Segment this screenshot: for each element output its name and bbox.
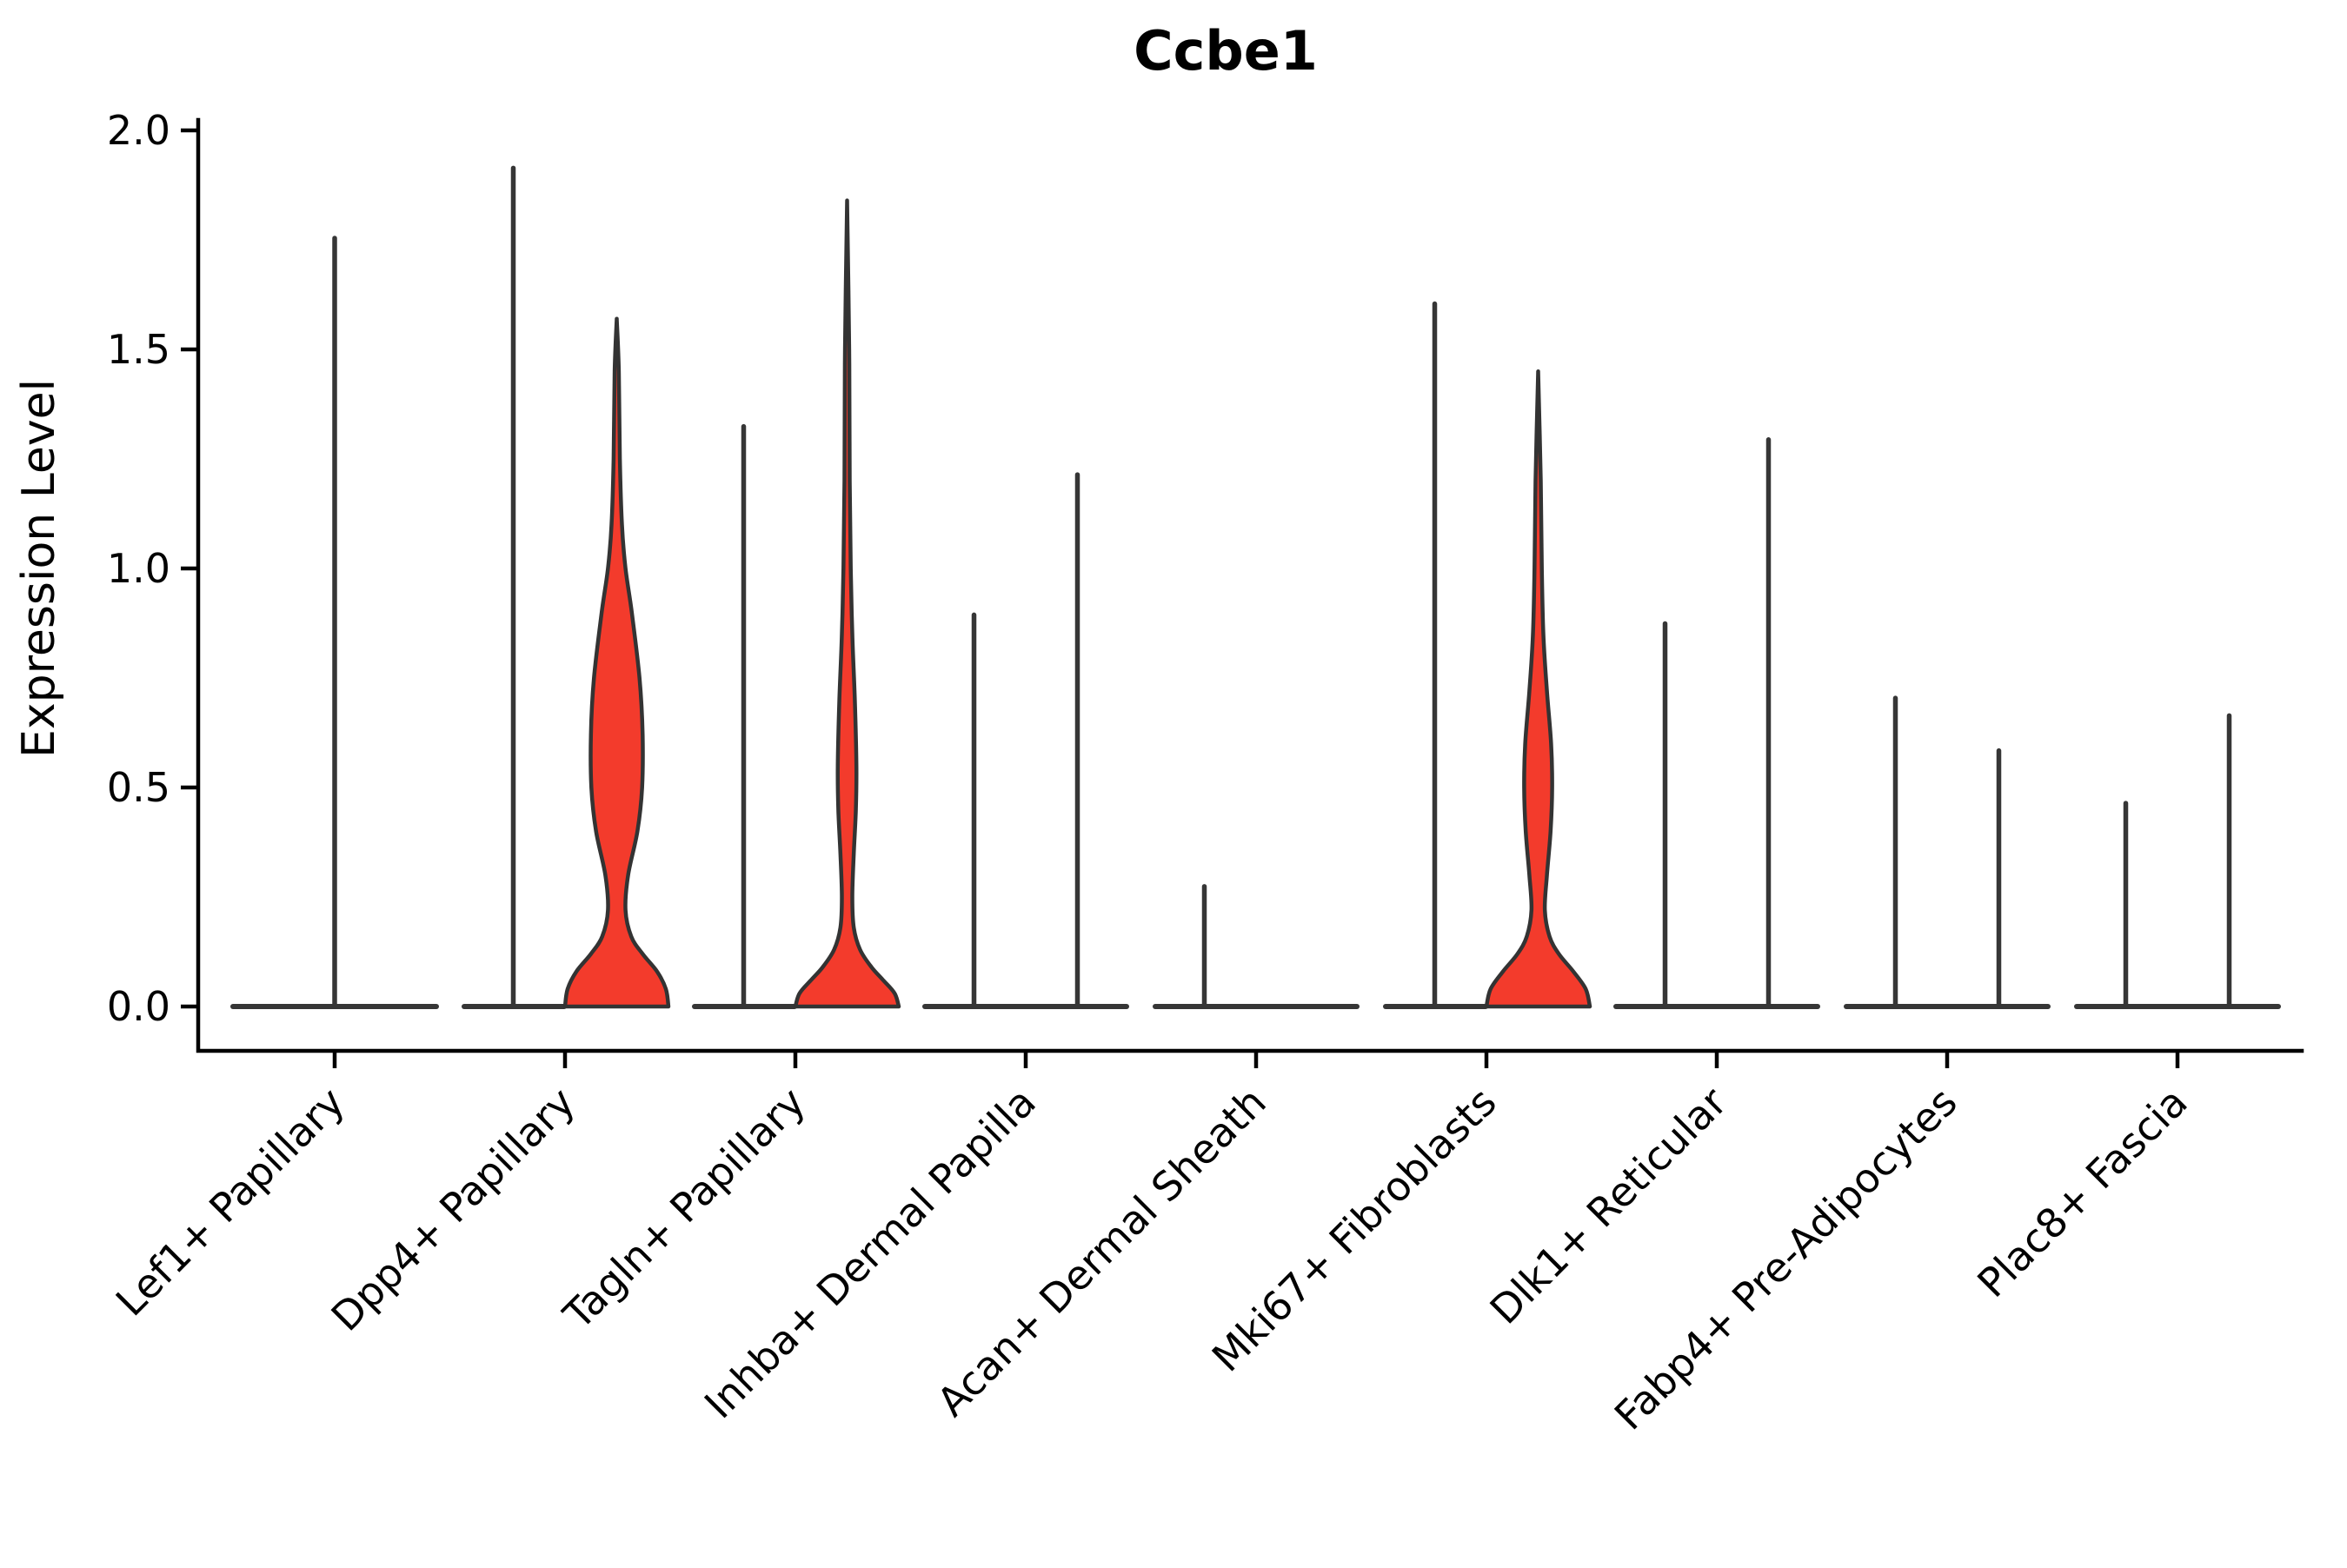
x-tick-label: Lef1+ Papillary <box>107 1079 354 1325</box>
x-tick-label: Tagln+ Papillary <box>554 1079 814 1339</box>
y-tick-label: 1.5 <box>107 326 170 373</box>
x-tick-label: Plac8+ Fascia <box>1968 1079 2196 1306</box>
violin-density <box>1484 369 1592 1009</box>
x-tick-label: Dpp4+ Papillary <box>322 1079 584 1340</box>
violin-base <box>922 1004 1129 1009</box>
chart-title: Ccbe1 <box>1134 19 1318 83</box>
violin-density <box>793 198 901 1009</box>
y-tick-label: 0.0 <box>107 983 170 1030</box>
y-axis-label: Expression Level <box>13 379 65 758</box>
axis-spines <box>196 117 2304 1053</box>
violin-density <box>562 316 671 1009</box>
y-tick-label: 0.5 <box>107 764 170 811</box>
violin-base <box>1153 1004 1360 1009</box>
y-tick-label: 2.0 <box>107 107 170 154</box>
violin-base <box>1844 1004 2051 1009</box>
x-tick-label: Dlk1+ Reticular <box>1481 1079 1736 1333</box>
violin-base <box>1613 1004 1820 1009</box>
y-tick-label: 1.0 <box>107 545 170 592</box>
violin-base <box>2074 1004 2281 1009</box>
